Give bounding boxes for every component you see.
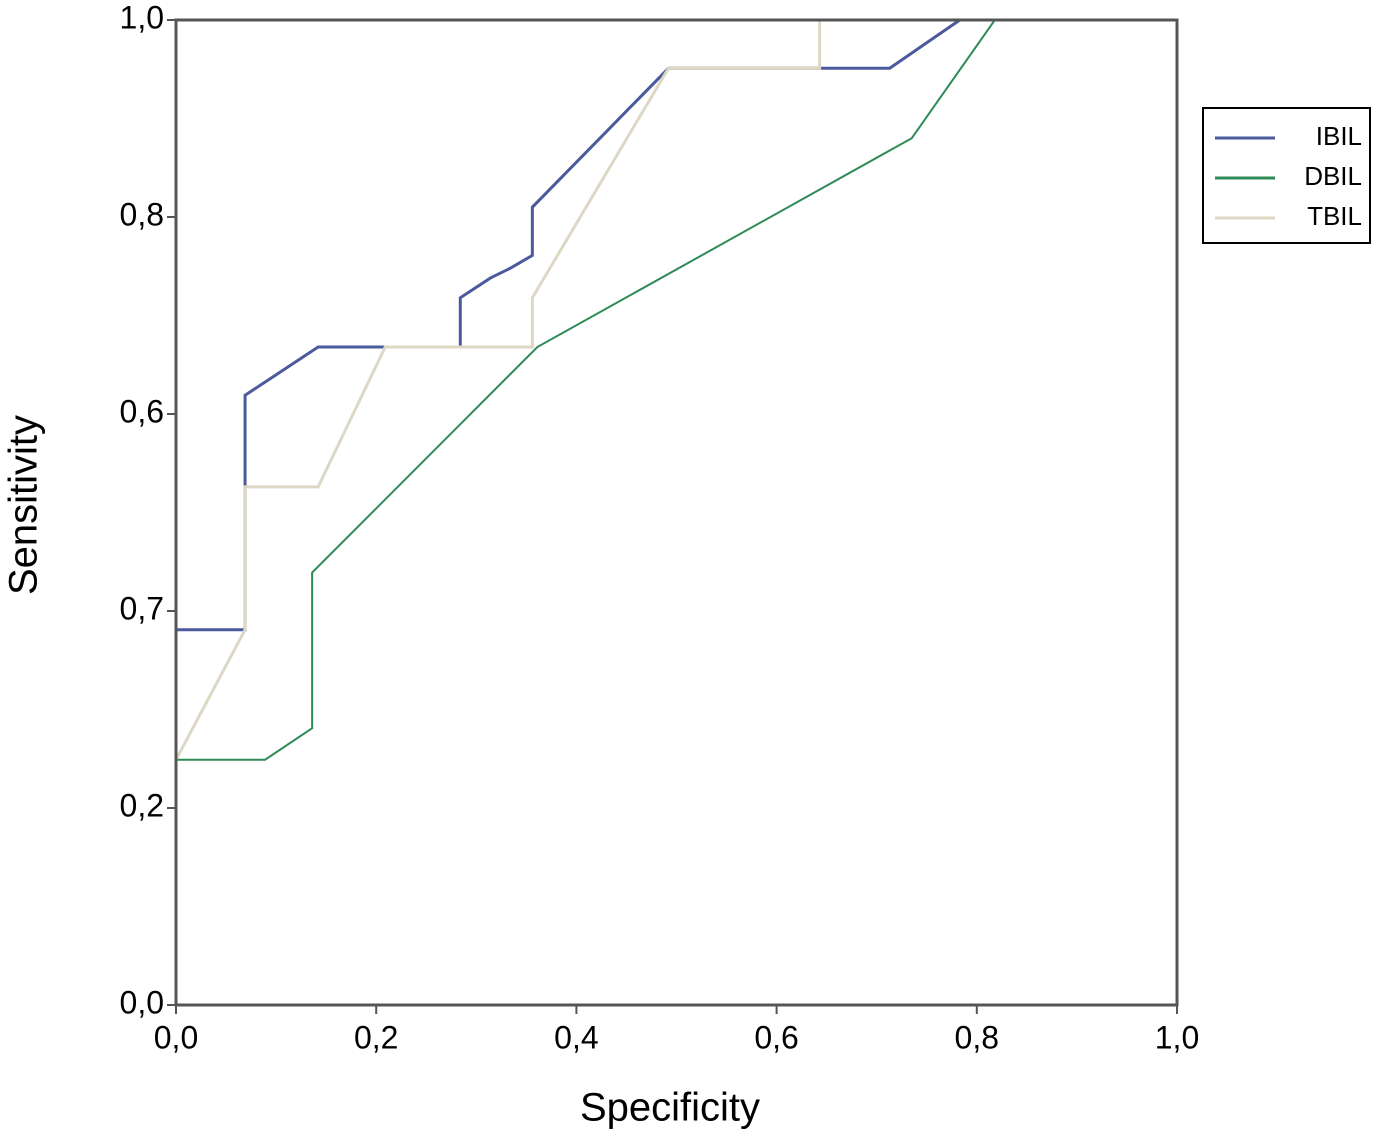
x-tick-label: 0,0 bbox=[154, 1019, 198, 1055]
y-tick-label: 0,6 bbox=[120, 393, 164, 429]
roc-line bbox=[174, 18, 1177, 1005]
y-tick-label: 1,0 bbox=[120, 0, 164, 35]
roc-line bbox=[174, 18, 1177, 1005]
roc-line bbox=[175, 19, 1177, 1005]
y-tick-label: 0,0 bbox=[120, 984, 164, 1020]
y-tick-label: 0,8 bbox=[120, 196, 164, 232]
legend-label: IBIL bbox=[1316, 121, 1362, 151]
x-axis-label: Specificity bbox=[580, 1086, 760, 1130]
plot-frame bbox=[174, 18, 1179, 1007]
legend-box bbox=[1202, 107, 1371, 244]
x-tick-label: 0,6 bbox=[754, 1019, 798, 1055]
x-tick-label: 0,8 bbox=[955, 1019, 999, 1055]
y-tick-label: 0,7 bbox=[120, 590, 164, 626]
y-axis-label: Sensitivity bbox=[2, 415, 46, 595]
x-tick-label: 0,4 bbox=[554, 1019, 598, 1055]
legend-label: TBIL bbox=[1307, 201, 1362, 231]
y-tick-label: 0,2 bbox=[120, 787, 164, 823]
x-tick-label: 1,0 bbox=[1155, 1019, 1199, 1055]
x-tick-label: 0,2 bbox=[354, 1019, 398, 1055]
legend-label: DBIL bbox=[1304, 161, 1362, 191]
